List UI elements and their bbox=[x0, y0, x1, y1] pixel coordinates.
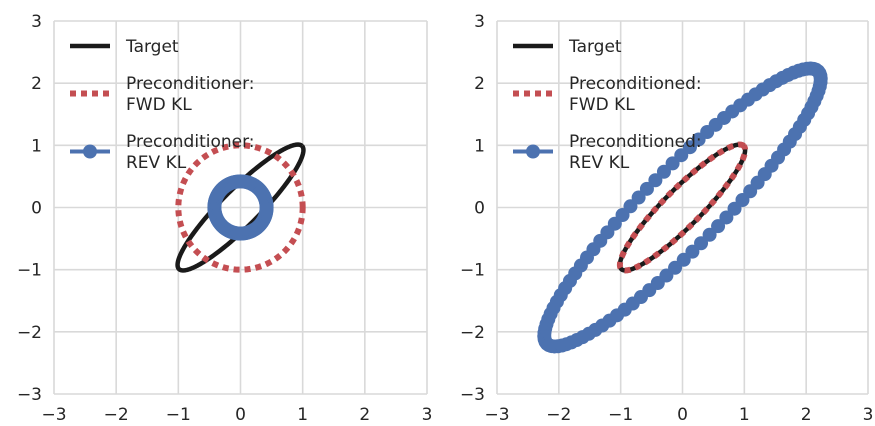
series-rev-kl-point bbox=[702, 227, 717, 242]
x-tick-label: −1 bbox=[608, 405, 633, 425]
y-tick-label: 2 bbox=[31, 74, 42, 94]
y-tick-label: 0 bbox=[31, 199, 42, 219]
x-tick-label: 1 bbox=[297, 405, 308, 425]
y-tick-label: −1 bbox=[460, 261, 485, 281]
x-tick-label: 3 bbox=[422, 405, 433, 425]
legend-label: Preconditioner: FWD KL bbox=[126, 74, 255, 115]
x-tick-label: 0 bbox=[235, 405, 246, 425]
legend: Target Preconditioner: FWD KL Preconditione… bbox=[70, 37, 255, 173]
legend-label: Target bbox=[125, 37, 179, 57]
y-tick-label: 3 bbox=[474, 12, 485, 32]
y-tick-label: −2 bbox=[17, 323, 42, 343]
series-rev-kl-point bbox=[259, 202, 274, 217]
chart-panel-2: −3 −2 −1 0 1 2 3 3 2 1 0 −1 −2 −3 Target Preconditioned… bbox=[460, 12, 873, 425]
series-rev-kl-point bbox=[812, 66, 827, 81]
x-tick-label: 2 bbox=[359, 405, 370, 425]
y-tick-label: −3 bbox=[460, 385, 485, 405]
legend-label: Preconditioner: REV KL bbox=[126, 132, 255, 173]
series-rev-kl-point bbox=[711, 219, 726, 234]
series-rev-kl-point bbox=[694, 236, 709, 251]
legend-label: Target bbox=[568, 37, 622, 57]
legend-marker-rev-kl bbox=[526, 144, 540, 159]
x-tick-label: −3 bbox=[41, 405, 66, 425]
legend-label: Preconditioned: FWD KL bbox=[569, 74, 702, 115]
x-tick-label: −3 bbox=[484, 405, 509, 425]
y-tick-label: 3 bbox=[31, 12, 42, 32]
x-tick-label: −1 bbox=[166, 405, 191, 425]
x-tick-label: 3 bbox=[863, 405, 874, 425]
y-tick-label: 1 bbox=[31, 136, 42, 156]
legend: Target Preconditioned: FWD KL Preconditione… bbox=[513, 37, 702, 173]
x-tick-label: −2 bbox=[104, 405, 129, 425]
y-tick-label: 1 bbox=[474, 136, 485, 156]
x-tick-label: 2 bbox=[801, 405, 812, 425]
series-rev-kl-point bbox=[656, 164, 671, 179]
y-tick-label: −3 bbox=[17, 385, 42, 405]
series-target-line bbox=[175, 142, 306, 273]
legend-label: Preconditioned: REV KL bbox=[569, 132, 702, 173]
series-rev-kl-point bbox=[685, 244, 700, 259]
series-rev-kl-point bbox=[639, 181, 654, 196]
series-rev-kl-point bbox=[648, 173, 663, 188]
y-tick-label: −1 bbox=[17, 261, 42, 281]
x-tick-label: 0 bbox=[677, 405, 688, 425]
y-tick-label: 2 bbox=[474, 74, 485, 94]
series-fwd-kl-line bbox=[616, 141, 749, 274]
series-rev-kl-point bbox=[665, 156, 680, 171]
y-tick-label: −2 bbox=[460, 323, 485, 343]
legend-marker-rev-kl bbox=[83, 144, 97, 159]
y-tick-label: 0 bbox=[474, 199, 485, 219]
x-tick-label: 1 bbox=[739, 405, 750, 425]
chart-panel-1: −3 −2 −1 0 1 2 3 3 2 1 0 −1 −2 −3 Target Preconditioner… bbox=[17, 12, 432, 425]
x-tick-label: −2 bbox=[546, 405, 571, 425]
